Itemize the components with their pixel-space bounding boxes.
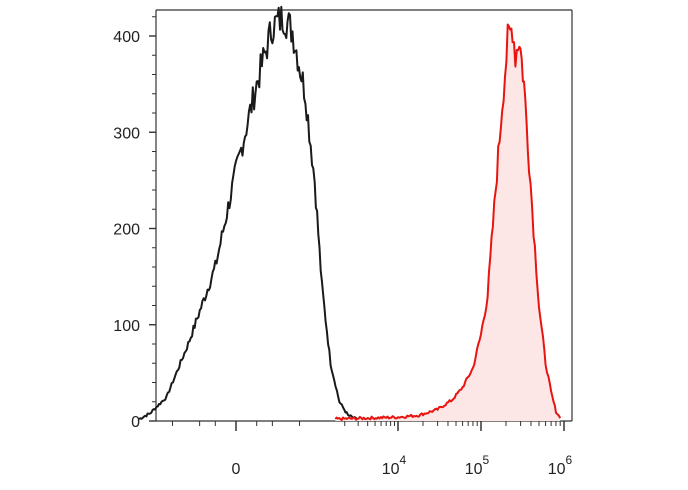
y-tick-label: 200 [113,222,140,239]
series-1-line [334,23,562,422]
tick-labels: 0 100 200 300 400 0 104 105 106 [113,29,572,478]
series-1-fill [335,24,561,421]
x-tick-label: 104 [382,453,407,478]
ticks [149,16,565,431]
y-tick-label: 300 [113,125,140,142]
y-tick-label: 0 [131,414,140,431]
y-tick-label: 100 [113,318,140,335]
x-tick-label: 0 [232,461,241,478]
series-layer [138,5,562,422]
series-0-line [138,5,365,421]
x-tick-label: 106 [548,453,573,478]
y-tick-label: 400 [113,29,140,46]
x-tick-label: 105 [465,453,490,478]
